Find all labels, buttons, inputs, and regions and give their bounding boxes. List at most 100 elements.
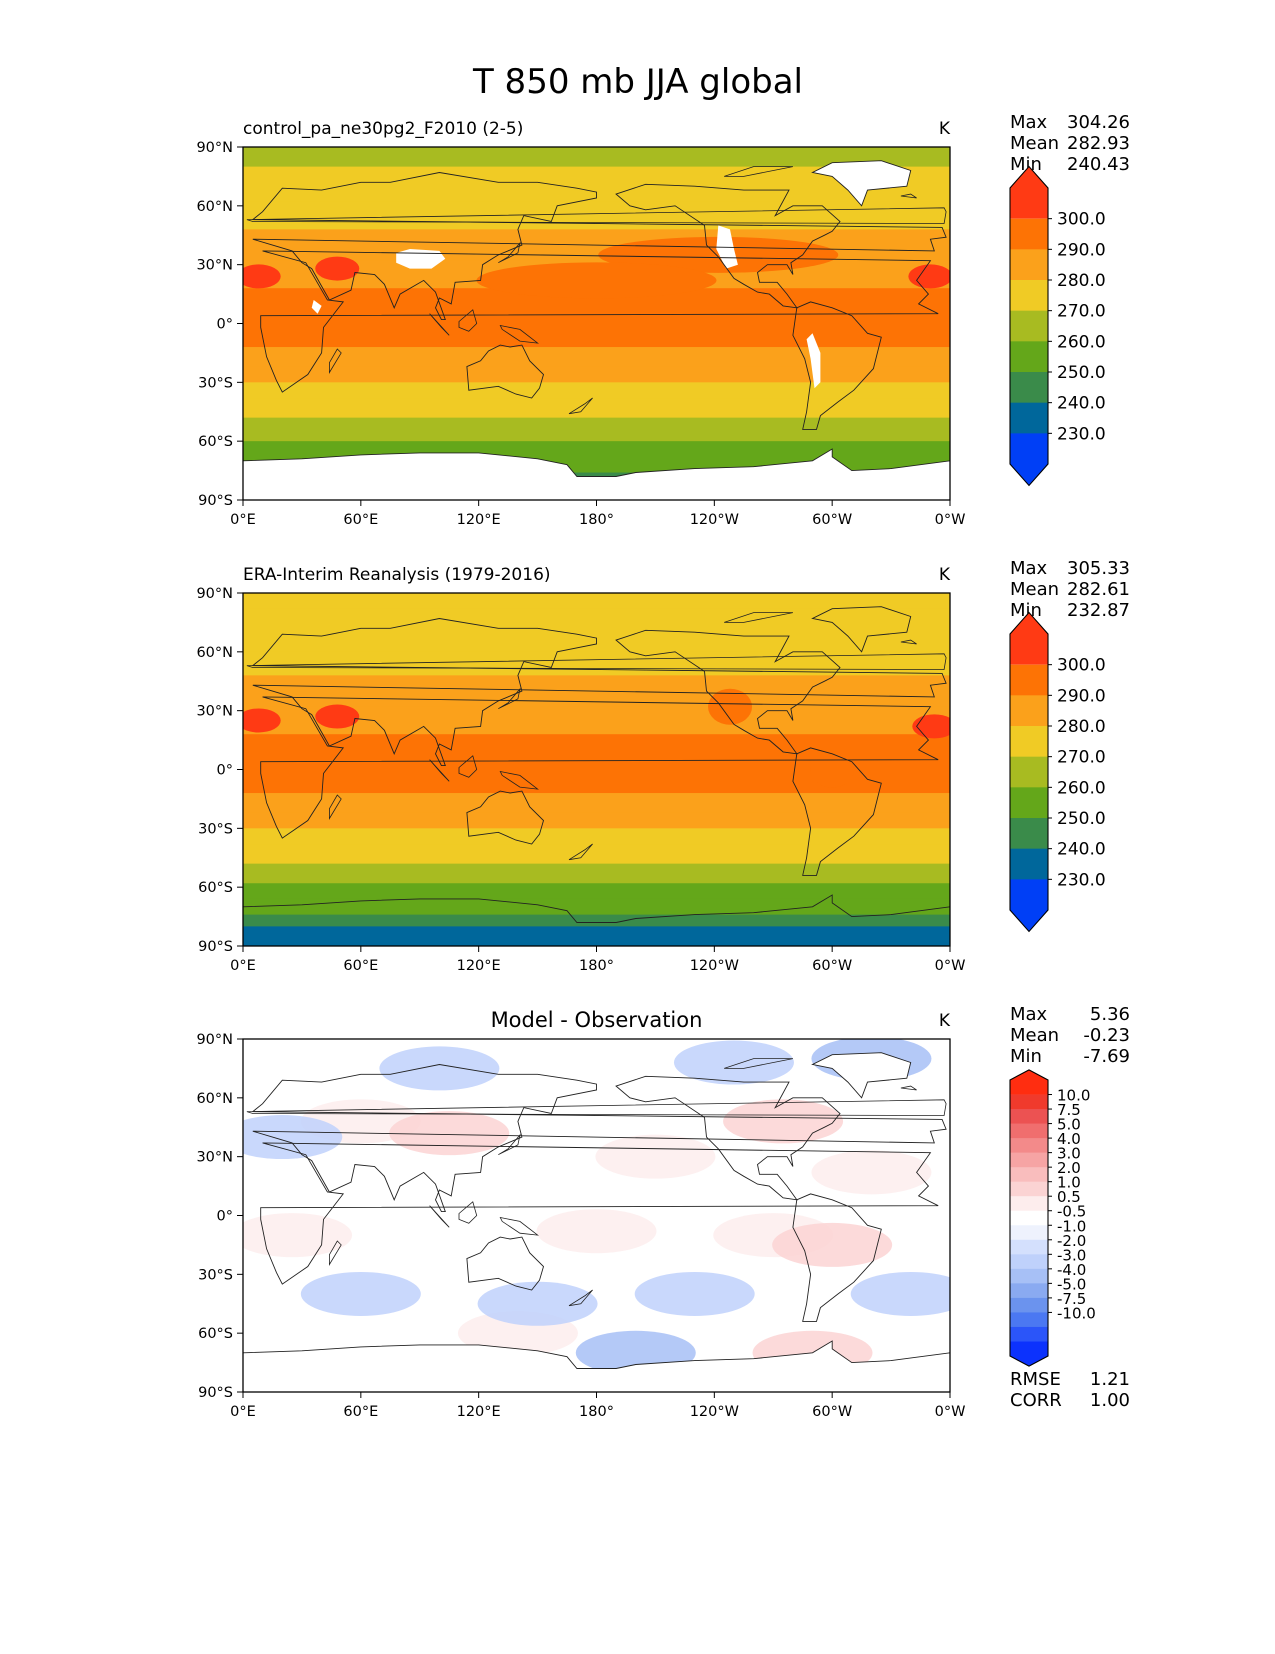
- colorbar-bin: [1010, 1196, 1048, 1212]
- colorbar-bin: [1010, 1239, 1048, 1255]
- colorbar-bin: [1010, 1225, 1048, 1241]
- panel-title: ERA-Interim Reanalysis (1979-2016): [243, 565, 551, 585]
- coastline-island: [568, 397, 593, 415]
- field-anomaly: [634, 1271, 755, 1316]
- field-anomaly: [673, 1040, 794, 1085]
- x-tick-label: 60°E: [343, 512, 378, 528]
- colorbar-label: 250.0: [1057, 809, 1106, 829]
- coastline-eurasia: [251, 618, 947, 767]
- stat-label-min: Min: [1010, 154, 1042, 175]
- x-tick-label: 180°: [579, 1404, 614, 1420]
- y-tick-label: 30°N: [196, 1150, 233, 1166]
- field-band: [243, 147, 950, 168]
- y-tick-label: 60°N: [196, 1091, 233, 1107]
- colorbar-bin: [1010, 280, 1048, 312]
- x-tick-label: 60°W: [812, 512, 852, 528]
- coastline-island: [498, 687, 521, 710]
- colorbar-label: 300.0: [1057, 210, 1106, 230]
- coastline-antarctica: [243, 448, 950, 500]
- panel-title: control_pa_ne30pg2_F2010 (2-5): [243, 119, 523, 139]
- mask-andes: [806, 333, 821, 389]
- y-tick-label: 90°N: [196, 586, 233, 602]
- field-band: [243, 706, 950, 735]
- units-label: K: [939, 565, 951, 585]
- colorbar-label: 250.0: [1057, 363, 1106, 383]
- colorbar-label: 290.0: [1057, 686, 1106, 706]
- colorbar-bin: [1010, 1210, 1048, 1226]
- stat-label-max: Max: [1010, 558, 1048, 579]
- colorbar-bin: [1010, 1312, 1048, 1328]
- coastline-island: [328, 1240, 342, 1266]
- coastline-island: [900, 193, 917, 199]
- colorbar-label: 280.0: [1057, 271, 1106, 291]
- field-band: [243, 398, 950, 419]
- x-tick-label: 120°E: [457, 1404, 501, 1420]
- field-anomaly: [243, 1115, 343, 1160]
- colorbar-bin: [1010, 1181, 1048, 1197]
- field-hotspot: [908, 264, 950, 289]
- colorbar-bin: [1010, 1268, 1048, 1284]
- colorbar-label: 280.0: [1057, 717, 1106, 737]
- colorbar-label: -5.0: [1057, 1275, 1086, 1293]
- field-anomaly: [300, 1271, 421, 1316]
- field-anomaly: [477, 1281, 598, 1326]
- x-tick-label: 60°E: [343, 1404, 378, 1420]
- colorbar-bin: [1010, 249, 1048, 281]
- mask-greenland: [812, 1052, 911, 1098]
- stat-label-max: Max: [1010, 112, 1048, 133]
- stat-label-mean: Mean: [1010, 579, 1059, 600]
- colorbar-label: -3.0: [1057, 1246, 1086, 1264]
- field-band: [243, 201, 950, 230]
- coastline-island: [568, 843, 593, 861]
- y-tick-label: 30°N: [196, 704, 233, 720]
- x-tick-label: 120°W: [690, 958, 739, 974]
- colorbar-extend-top: [1010, 1069, 1048, 1095]
- coastline-island: [328, 348, 342, 374]
- y-tick-label: 90°N: [196, 140, 233, 156]
- mask-antarctica: [243, 1341, 950, 1392]
- coastline-island: [498, 241, 521, 264]
- colorbar-bin: [1010, 726, 1048, 758]
- colorbar-label: 0.5: [1057, 1188, 1081, 1206]
- field-band: [243, 844, 950, 865]
- coastline-antarctica: [243, 894, 950, 946]
- coastline-island: [499, 1216, 539, 1236]
- y-tick-label: 90°S: [198, 1385, 233, 1401]
- y-tick-label: 90°S: [198, 493, 233, 509]
- colorbar-bin: [1010, 848, 1048, 880]
- field-band: [243, 926, 950, 946]
- colorbar-bin: [1010, 1326, 1048, 1342]
- y-tick-label: 0°: [217, 763, 233, 779]
- coastline-australia: [466, 344, 545, 399]
- mask-antarctica: [243, 449, 950, 500]
- coastline-island: [900, 639, 917, 645]
- field-anomaly: [811, 1150, 932, 1195]
- colorbar-label: 4.0: [1057, 1130, 1081, 1148]
- coastline-samerica: [792, 747, 882, 876]
- map-panel-2: 0°E 60°E 120°E 180° 120°W 60°W 0°W 90°N 60°N 30°N…: [196, 558, 1130, 974]
- mask-greenland: [812, 160, 911, 206]
- coastline-island: [724, 612, 793, 623]
- field-band: [243, 608, 950, 653]
- colorbar-outline: [1009, 1069, 1049, 1367]
- colorbar-bin: [1010, 1167, 1048, 1183]
- colorbar-bin: [1010, 218, 1048, 250]
- y-tick-label: 30°N: [196, 258, 233, 274]
- stat-label-mean: Mean: [1010, 1025, 1059, 1046]
- colorbar-bin: [1010, 341, 1048, 373]
- colorbar-label: 240.0: [1057, 840, 1106, 860]
- y-tick-label: 30°S: [198, 1267, 233, 1283]
- stat-value-mean: 282.93: [1067, 133, 1130, 154]
- coastline-africa: [260, 696, 939, 839]
- stat-value-corr: 1.00: [1090, 1390, 1130, 1411]
- coastline-australia: [466, 1236, 545, 1291]
- field-anomaly: [243, 1213, 353, 1258]
- stat-value-max: 305.33: [1067, 558, 1130, 579]
- field-hotspot: [708, 688, 753, 725]
- colorbar-bin: [1010, 1094, 1048, 1110]
- stat-value-max: 304.26: [1067, 112, 1130, 133]
- coastline-island: [328, 794, 342, 820]
- colorbar: 300.0 290.0 280.0 270.0 260.0 250.0 240.0 230.0: [1009, 165, 1106, 487]
- field-layer: [243, 1039, 950, 1392]
- field-band: [243, 883, 950, 900]
